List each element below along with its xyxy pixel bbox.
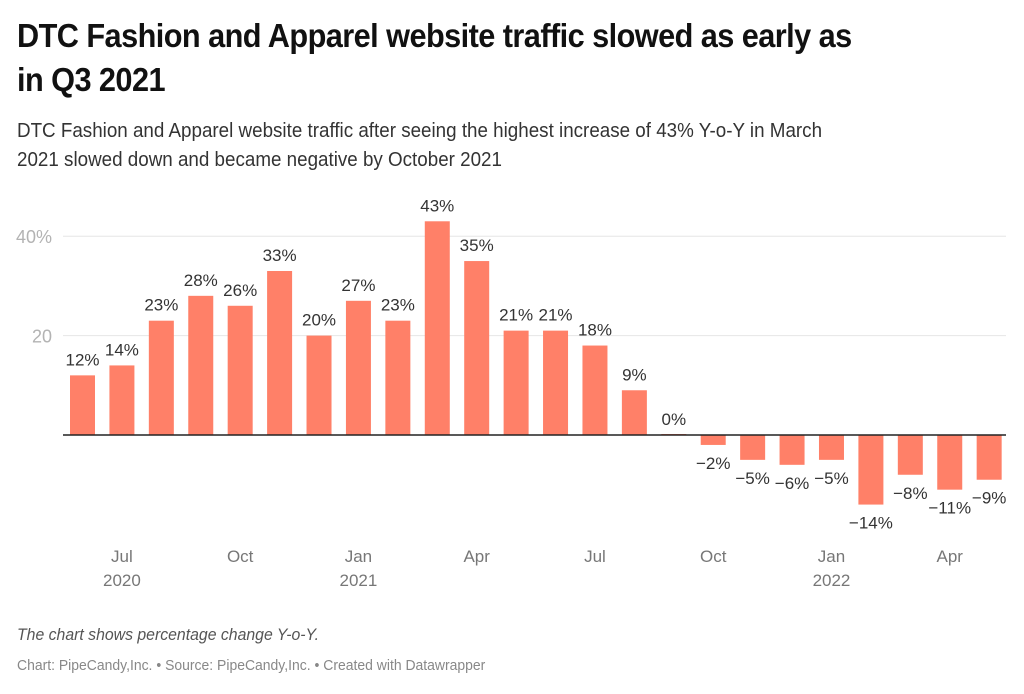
bar: [700, 435, 726, 445]
chart-credit: Chart: PipeCandy,Inc.: [17, 657, 153, 674]
bar: [543, 330, 569, 435]
bar: [503, 330, 529, 435]
chart-title-line-2: in Q3 2021: [17, 61, 166, 98]
x-tick-year-label: 2021: [340, 571, 378, 590]
bar-value-label: 21%: [499, 306, 533, 325]
bar-value-label: −11%: [928, 499, 971, 518]
chart-subtitle: DTC Fashion and Apparel website traffic …: [17, 117, 995, 175]
bar-value-label: −9%: [972, 489, 1007, 508]
bar-value-label: −6%: [775, 474, 810, 493]
bar: [937, 435, 963, 490]
bar-value-label: 23%: [381, 296, 415, 315]
bar: [424, 221, 450, 435]
chart-subtitle-line-1: DTC Fashion and Apparel website traffic …: [17, 120, 823, 142]
bar: [818, 435, 844, 460]
bar: [464, 261, 490, 435]
chart-title: DTC Fashion and Apparel website traffic …: [17, 14, 938, 102]
bar-value-label: −8%: [893, 484, 928, 503]
bar: [345, 300, 371, 435]
bar-value-label: −5%: [814, 469, 849, 488]
bar: [385, 320, 411, 435]
chart-note: The chart shows percentage change Y-o-Y.: [17, 625, 320, 644]
bar: [779, 435, 805, 465]
bar-chart: 20 40% 12% 14% 23% 28% 26% 33% 20% 27% 23% 43% 35% 2…: [16, 196, 1006, 590]
bar-value-label: 14%: [105, 340, 139, 359]
bar: [70, 375, 95, 435]
datawrapper-credit: Created with Datawrapper: [323, 657, 486, 674]
bar: [897, 435, 923, 475]
bar: [858, 435, 884, 505]
bar-value-label: 18%: [578, 321, 612, 340]
x-tick-label: Apr: [463, 547, 490, 566]
bar-value-label: 20%: [302, 311, 336, 330]
x-tick-year-label: 2020: [103, 571, 141, 590]
x-tick-label: Apr: [937, 547, 964, 566]
bar: [621, 390, 647, 435]
bar: [976, 435, 1002, 480]
chart-subtitle-line-2: 2021 slowed down and became negative by …: [17, 149, 502, 171]
chart-title-line-1: DTC Fashion and Apparel website traffic …: [17, 17, 852, 54]
bar-value-label: 33%: [263, 246, 297, 265]
bar-value-label: 9%: [622, 365, 647, 384]
bar-value-label: 0%: [662, 410, 687, 429]
bar-value-label: 26%: [223, 281, 257, 300]
bar-value-label: 21%: [539, 306, 573, 325]
x-tick-label: Oct: [700, 547, 727, 566]
bar: [267, 270, 293, 435]
bar-value-label: 28%: [184, 271, 218, 290]
x-tick-label: Jul: [111, 547, 133, 566]
y-tick-label: 20: [32, 327, 52, 347]
bar-value-label: 43%: [420, 196, 454, 215]
bar: [582, 345, 608, 435]
bar-value-label: 27%: [341, 276, 375, 295]
y-tick-label: 40%: [16, 227, 52, 247]
bar: [306, 335, 332, 435]
x-tick-label: Jan: [345, 547, 372, 566]
bar-value-label: −2%: [696, 454, 731, 473]
x-axis-ticks: Jul 2020 Oct Jan 2021 Apr Jul Oct Jan 2022 Apr: [103, 547, 963, 590]
x-tick-label: Jan: [818, 547, 845, 566]
value-labels: 12% 14% 23% 28% 26% 33% 20% 27% 23% 43% 35% 21% 21% 1…: [65, 196, 1006, 532]
bar: [109, 365, 135, 435]
bar: [227, 305, 253, 435]
credit-separator: •: [310, 657, 324, 674]
bar-value-label: 35%: [460, 236, 494, 255]
x-tick-year-label: 2022: [813, 571, 851, 590]
bar: [148, 320, 174, 435]
y-axis-ticks: 20 40%: [16, 227, 52, 346]
source-credit: Source: PipeCandy,Inc.: [165, 657, 311, 674]
x-tick-label: Oct: [227, 547, 254, 566]
bar: [740, 435, 766, 460]
bar-value-label: −14%: [849, 514, 893, 533]
bar-value-label: 12%: [65, 350, 99, 369]
bar: [188, 295, 214, 435]
bar-value-label: 23%: [144, 296, 178, 315]
gridlines: [63, 235, 1006, 337]
bar-value-label: −5%: [735, 469, 770, 488]
bars: [70, 221, 1002, 505]
x-tick-label: Jul: [584, 547, 606, 566]
credit-separator: •: [152, 657, 166, 674]
chart-credits: Chart: PipeCandy,Inc. • Source: PipeCand…: [17, 657, 485, 674]
